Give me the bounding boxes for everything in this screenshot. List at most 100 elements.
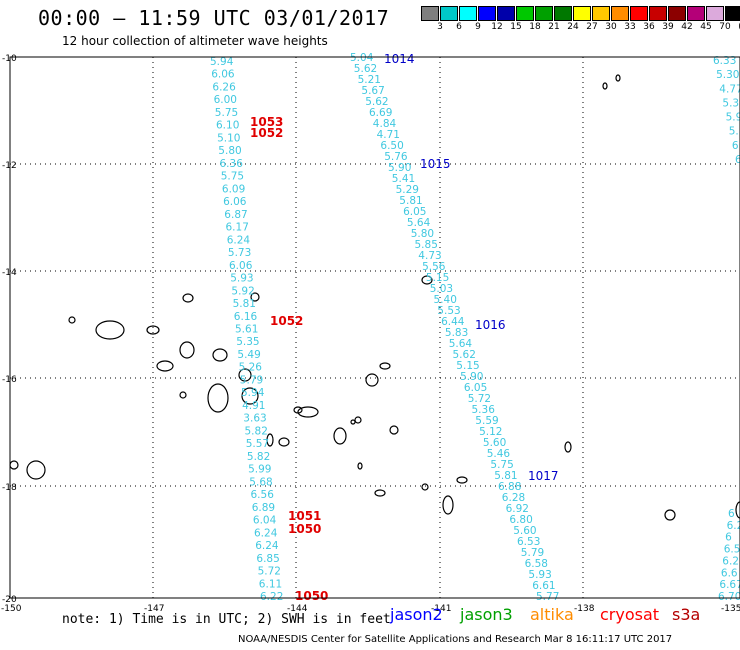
longitude-label: -141 xyxy=(431,604,451,614)
legend-swatch xyxy=(630,6,648,21)
island-outline xyxy=(68,316,76,324)
island-outline xyxy=(179,341,195,359)
legend-swatch xyxy=(554,6,572,21)
wave-height-value: 5.77 xyxy=(536,591,559,603)
wave-height-value: 5.93 xyxy=(528,569,551,581)
legend-label: 24 xyxy=(567,22,579,32)
wave-height-value: 5.60 xyxy=(483,437,506,449)
legend-label: 15 xyxy=(510,22,522,32)
latitude-label: -14 xyxy=(2,268,17,278)
wave-height-value: 5.75 xyxy=(221,171,244,183)
wave-height-value: 5.80 xyxy=(218,145,241,157)
satellite-legend-item: jason2 xyxy=(390,605,443,624)
wave-height-value: 5.36 xyxy=(472,404,496,416)
wave-height-value: 6.5 xyxy=(724,544,740,556)
page-subtitle: 12 hour collection of altimeter wave hei… xyxy=(62,34,328,48)
wave-height-value: 6.36 xyxy=(220,158,244,170)
track-left-values: 5.946.066.266.005.756.105.105.806.365.75… xyxy=(210,56,283,603)
wave-height-value: 5.9 xyxy=(726,112,740,124)
wave-height-value: 4.73 xyxy=(418,250,441,262)
legend-swatch xyxy=(516,6,534,21)
wave-height-value: 6.24 xyxy=(254,527,278,539)
wave-height-value: 5.53 xyxy=(437,305,460,317)
legend-label: 39 xyxy=(662,22,674,32)
wave-height-value: 4.77 xyxy=(719,83,740,95)
island-outline xyxy=(250,292,260,302)
island-outline xyxy=(207,383,229,413)
wave-height-value: 5.21 xyxy=(358,74,381,86)
legend-label: 30 xyxy=(605,22,617,32)
cycle-label-blue: 1014 xyxy=(384,52,415,66)
wave-height-value: 6.80 xyxy=(509,514,532,526)
island-outline xyxy=(664,509,676,521)
wave-height-value: 5.79 xyxy=(521,547,544,559)
island-outline xyxy=(354,416,362,424)
wave-height-value: 5.81 xyxy=(399,195,422,207)
wave-height-value: 6.1 xyxy=(732,140,740,152)
wave-height-value: 6.2 xyxy=(727,520,740,532)
latitude-label: -12 xyxy=(2,161,17,171)
wave-height-value: 6.6 xyxy=(721,567,738,579)
cycle-label-red: 1051 xyxy=(288,509,321,523)
wave-height-value: 4.91 xyxy=(242,400,265,412)
island-outline xyxy=(293,406,303,414)
wave-height-value: 6.04 xyxy=(253,515,277,527)
footnote: note: 1) Time is in UTC; 2) SWH is in fe… xyxy=(62,612,391,627)
wave-height-value: 6.88 xyxy=(498,481,521,493)
legend-label: 42 xyxy=(681,22,693,32)
island-outline xyxy=(266,433,274,447)
wave-height-value: 6.28 xyxy=(502,492,525,504)
wave-height-value: 6.00 xyxy=(214,94,237,106)
wave-height-value: 5.33 xyxy=(722,97,740,109)
legend-swatch xyxy=(535,6,553,21)
wave-height-value: 6.06 xyxy=(211,69,235,81)
wave-height-value: 6.2 xyxy=(722,555,739,567)
wave-height-value: 6.24 xyxy=(227,234,251,246)
legend-swatch xyxy=(478,6,496,21)
cycle-label-red: 1052 xyxy=(250,126,283,140)
wave-height-value: 5.60 xyxy=(513,525,536,537)
wave-height-value: 5.57 xyxy=(246,438,269,450)
longitude-label: -135 xyxy=(721,604,740,614)
wave-height-value: 5.40 xyxy=(434,294,457,306)
legend-swatch xyxy=(611,6,629,21)
legend-label: 27 xyxy=(586,22,598,32)
wave-height-value: 6.61 xyxy=(532,580,555,592)
wave-height-value: 5.90 xyxy=(388,162,411,174)
satellite-legend-item: s3a xyxy=(672,605,701,624)
wave-height-value: 5.73 xyxy=(228,247,251,259)
island-outline xyxy=(421,483,429,491)
island-outline xyxy=(278,437,290,447)
island-outline xyxy=(564,441,572,453)
legend-label: 21 xyxy=(548,22,560,32)
wave-height-value: 6.10 xyxy=(216,120,239,132)
wave-height-value: 6.05 xyxy=(403,206,426,218)
wave-height-value: 5.75 xyxy=(490,459,513,471)
legend-swatch xyxy=(592,6,610,21)
latitude-label: -10 xyxy=(2,54,17,64)
wave-height-value: 6.06 xyxy=(223,196,247,208)
longitude-label: -144 xyxy=(287,604,308,614)
wave-height-value: 5.10 xyxy=(217,132,240,144)
legend-swatch xyxy=(421,6,439,21)
wave-height-value: 5.15 xyxy=(426,272,449,284)
wave-height-value: 6.87 xyxy=(224,209,247,221)
wave-height-value: 5.56 xyxy=(422,261,446,273)
wave-height-value: 5.29 xyxy=(396,184,419,196)
cycle-label-red: 1052 xyxy=(270,314,303,328)
page-title: 00:00 – 11:59 UTC 03/01/2017 xyxy=(38,6,390,30)
wave-height-value: 6.67 xyxy=(719,579,740,591)
legend-swatch xyxy=(649,6,667,21)
wave-height-value: 6.24 xyxy=(255,540,279,552)
wave-height-value: 5.62 xyxy=(365,96,388,108)
island-outlines xyxy=(9,74,740,521)
wave-height-value: 5.35 xyxy=(236,336,259,348)
axis-labels: -10 -12 -14 -16 -18 -20-150 -147 -144 -141 -138 -1… xyxy=(1,54,740,614)
legend-label: 18 xyxy=(529,22,541,32)
wave-height-value: 6.26 xyxy=(212,82,236,94)
wave-height-value: 5.49 xyxy=(237,349,260,361)
wave-height-value: 5.15 xyxy=(456,360,479,372)
